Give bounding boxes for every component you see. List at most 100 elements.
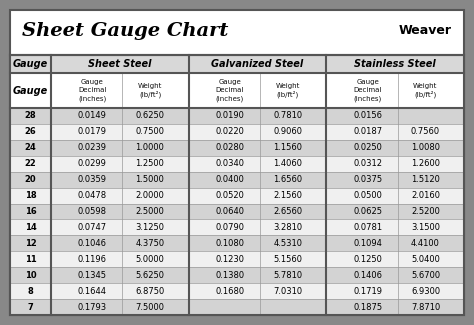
Text: 0.0299: 0.0299 — [78, 159, 107, 168]
Text: 0.7810: 0.7810 — [273, 111, 302, 121]
Bar — [10, 188, 464, 203]
Text: 1.5000: 1.5000 — [136, 175, 164, 184]
Text: 18: 18 — [25, 191, 36, 200]
Text: 5.6250: 5.6250 — [136, 271, 164, 280]
Text: 2.1560: 2.1560 — [273, 191, 302, 200]
Text: Stainless Steel: Stainless Steel — [354, 59, 436, 69]
Bar — [10, 108, 464, 124]
Text: 0.0478: 0.0478 — [78, 191, 107, 200]
Text: Sheet Gauge Chart: Sheet Gauge Chart — [22, 21, 228, 40]
Text: 5.1560: 5.1560 — [273, 255, 302, 264]
Text: Weight
(lb/ft²): Weight (lb/ft²) — [138, 83, 162, 98]
Text: 0.0156: 0.0156 — [353, 111, 382, 121]
Text: 24: 24 — [25, 143, 36, 152]
Text: 0.7560: 0.7560 — [411, 127, 440, 136]
Text: 0.0340: 0.0340 — [215, 159, 245, 168]
Text: Galvanized Steel: Galvanized Steel — [211, 59, 303, 69]
Text: 6.8750: 6.8750 — [136, 287, 164, 296]
Text: 0.6250: 0.6250 — [136, 111, 164, 121]
Text: 0.0747: 0.0747 — [78, 223, 107, 232]
Text: 0.0625: 0.0625 — [353, 207, 382, 216]
Text: 1.5120: 1.5120 — [411, 175, 440, 184]
Text: 3.1500: 3.1500 — [411, 223, 440, 232]
Text: 0.1094: 0.1094 — [353, 239, 382, 248]
Text: 5.0000: 5.0000 — [136, 255, 164, 264]
Text: 11: 11 — [25, 255, 36, 264]
Text: 0.1793: 0.1793 — [78, 303, 107, 312]
Text: 0.0187: 0.0187 — [353, 127, 382, 136]
Text: 7.0310: 7.0310 — [273, 287, 302, 296]
Text: 0.0781: 0.0781 — [353, 223, 382, 232]
Text: 1.2500: 1.2500 — [136, 159, 164, 168]
Text: 10: 10 — [25, 271, 36, 280]
Bar — [10, 251, 464, 267]
Text: 2.6560: 2.6560 — [273, 207, 302, 216]
Text: 0.0400: 0.0400 — [216, 175, 244, 184]
Text: 1.1560: 1.1560 — [273, 143, 302, 152]
Bar — [10, 55, 464, 315]
Text: Gauge: Gauge — [13, 59, 48, 69]
Text: 0.1644: 0.1644 — [78, 287, 107, 296]
Text: 0.0790: 0.0790 — [215, 223, 245, 232]
Text: 6.9300: 6.9300 — [411, 287, 440, 296]
Text: 0.1345: 0.1345 — [78, 271, 107, 280]
Text: 5.6700: 5.6700 — [411, 271, 440, 280]
Bar — [10, 235, 464, 251]
Text: 1.0000: 1.0000 — [136, 143, 164, 152]
Text: 4.3750: 4.3750 — [136, 239, 164, 248]
Text: 0.0179: 0.0179 — [78, 127, 107, 136]
Bar — [10, 73, 464, 108]
Text: 1.6560: 1.6560 — [273, 175, 302, 184]
Text: 0.0598: 0.0598 — [78, 207, 107, 216]
Text: 7.5000: 7.5000 — [136, 303, 164, 312]
Bar — [10, 203, 464, 219]
Text: Gauge
Decimal
(inches): Gauge Decimal (inches) — [78, 79, 106, 102]
Text: 26: 26 — [25, 127, 36, 136]
Text: 0.0149: 0.0149 — [78, 111, 107, 121]
Text: 4.5310: 4.5310 — [273, 239, 302, 248]
Text: 1.0080: 1.0080 — [411, 143, 440, 152]
Text: 0.0520: 0.0520 — [216, 191, 244, 200]
Text: 0.0220: 0.0220 — [216, 127, 244, 136]
Text: 2.0000: 2.0000 — [136, 191, 164, 200]
Text: 5.0400: 5.0400 — [411, 255, 440, 264]
Text: 0.0280: 0.0280 — [215, 143, 245, 152]
Text: 20: 20 — [25, 175, 36, 184]
Bar — [10, 172, 464, 188]
Text: 8: 8 — [27, 287, 33, 296]
Text: 0.1680: 0.1680 — [215, 287, 245, 296]
Text: Sheet Steel: Sheet Steel — [88, 59, 152, 69]
Text: Gauge
Decimal
(inches): Gauge Decimal (inches) — [354, 79, 382, 102]
Text: 0.0359: 0.0359 — [78, 175, 107, 184]
Text: 0.1250: 0.1250 — [353, 255, 382, 264]
Text: 4.4100: 4.4100 — [411, 239, 440, 248]
Text: 0.0375: 0.0375 — [353, 175, 382, 184]
Text: 0.1080: 0.1080 — [215, 239, 245, 248]
Text: 2.0160: 2.0160 — [411, 191, 440, 200]
Text: 0.1719: 0.1719 — [353, 287, 382, 296]
Text: 7: 7 — [27, 303, 33, 312]
Text: 2.5200: 2.5200 — [411, 207, 440, 216]
Text: 0.1196: 0.1196 — [78, 255, 107, 264]
Text: 7.8710: 7.8710 — [411, 303, 440, 312]
Text: 3.2810: 3.2810 — [273, 223, 302, 232]
Text: 0.7500: 0.7500 — [136, 127, 164, 136]
Text: 5.7810: 5.7810 — [273, 271, 302, 280]
Text: Weaver: Weaver — [399, 24, 452, 37]
Text: 0.9060: 0.9060 — [273, 127, 302, 136]
Bar — [10, 267, 464, 283]
Bar — [10, 219, 464, 235]
Text: 16: 16 — [25, 207, 36, 216]
Bar — [10, 156, 464, 172]
Text: 2.5000: 2.5000 — [136, 207, 164, 216]
Text: Weight
(lb/ft²): Weight (lb/ft²) — [413, 83, 438, 98]
Text: 1.2600: 1.2600 — [411, 159, 440, 168]
Text: 0.0640: 0.0640 — [215, 207, 245, 216]
Text: 12: 12 — [25, 239, 36, 248]
Bar — [10, 124, 464, 140]
Text: 1.4060: 1.4060 — [273, 159, 302, 168]
Text: 0.0239: 0.0239 — [78, 143, 107, 152]
Bar — [10, 299, 464, 315]
Text: 0.0250: 0.0250 — [353, 143, 382, 152]
Text: 14: 14 — [25, 223, 36, 232]
